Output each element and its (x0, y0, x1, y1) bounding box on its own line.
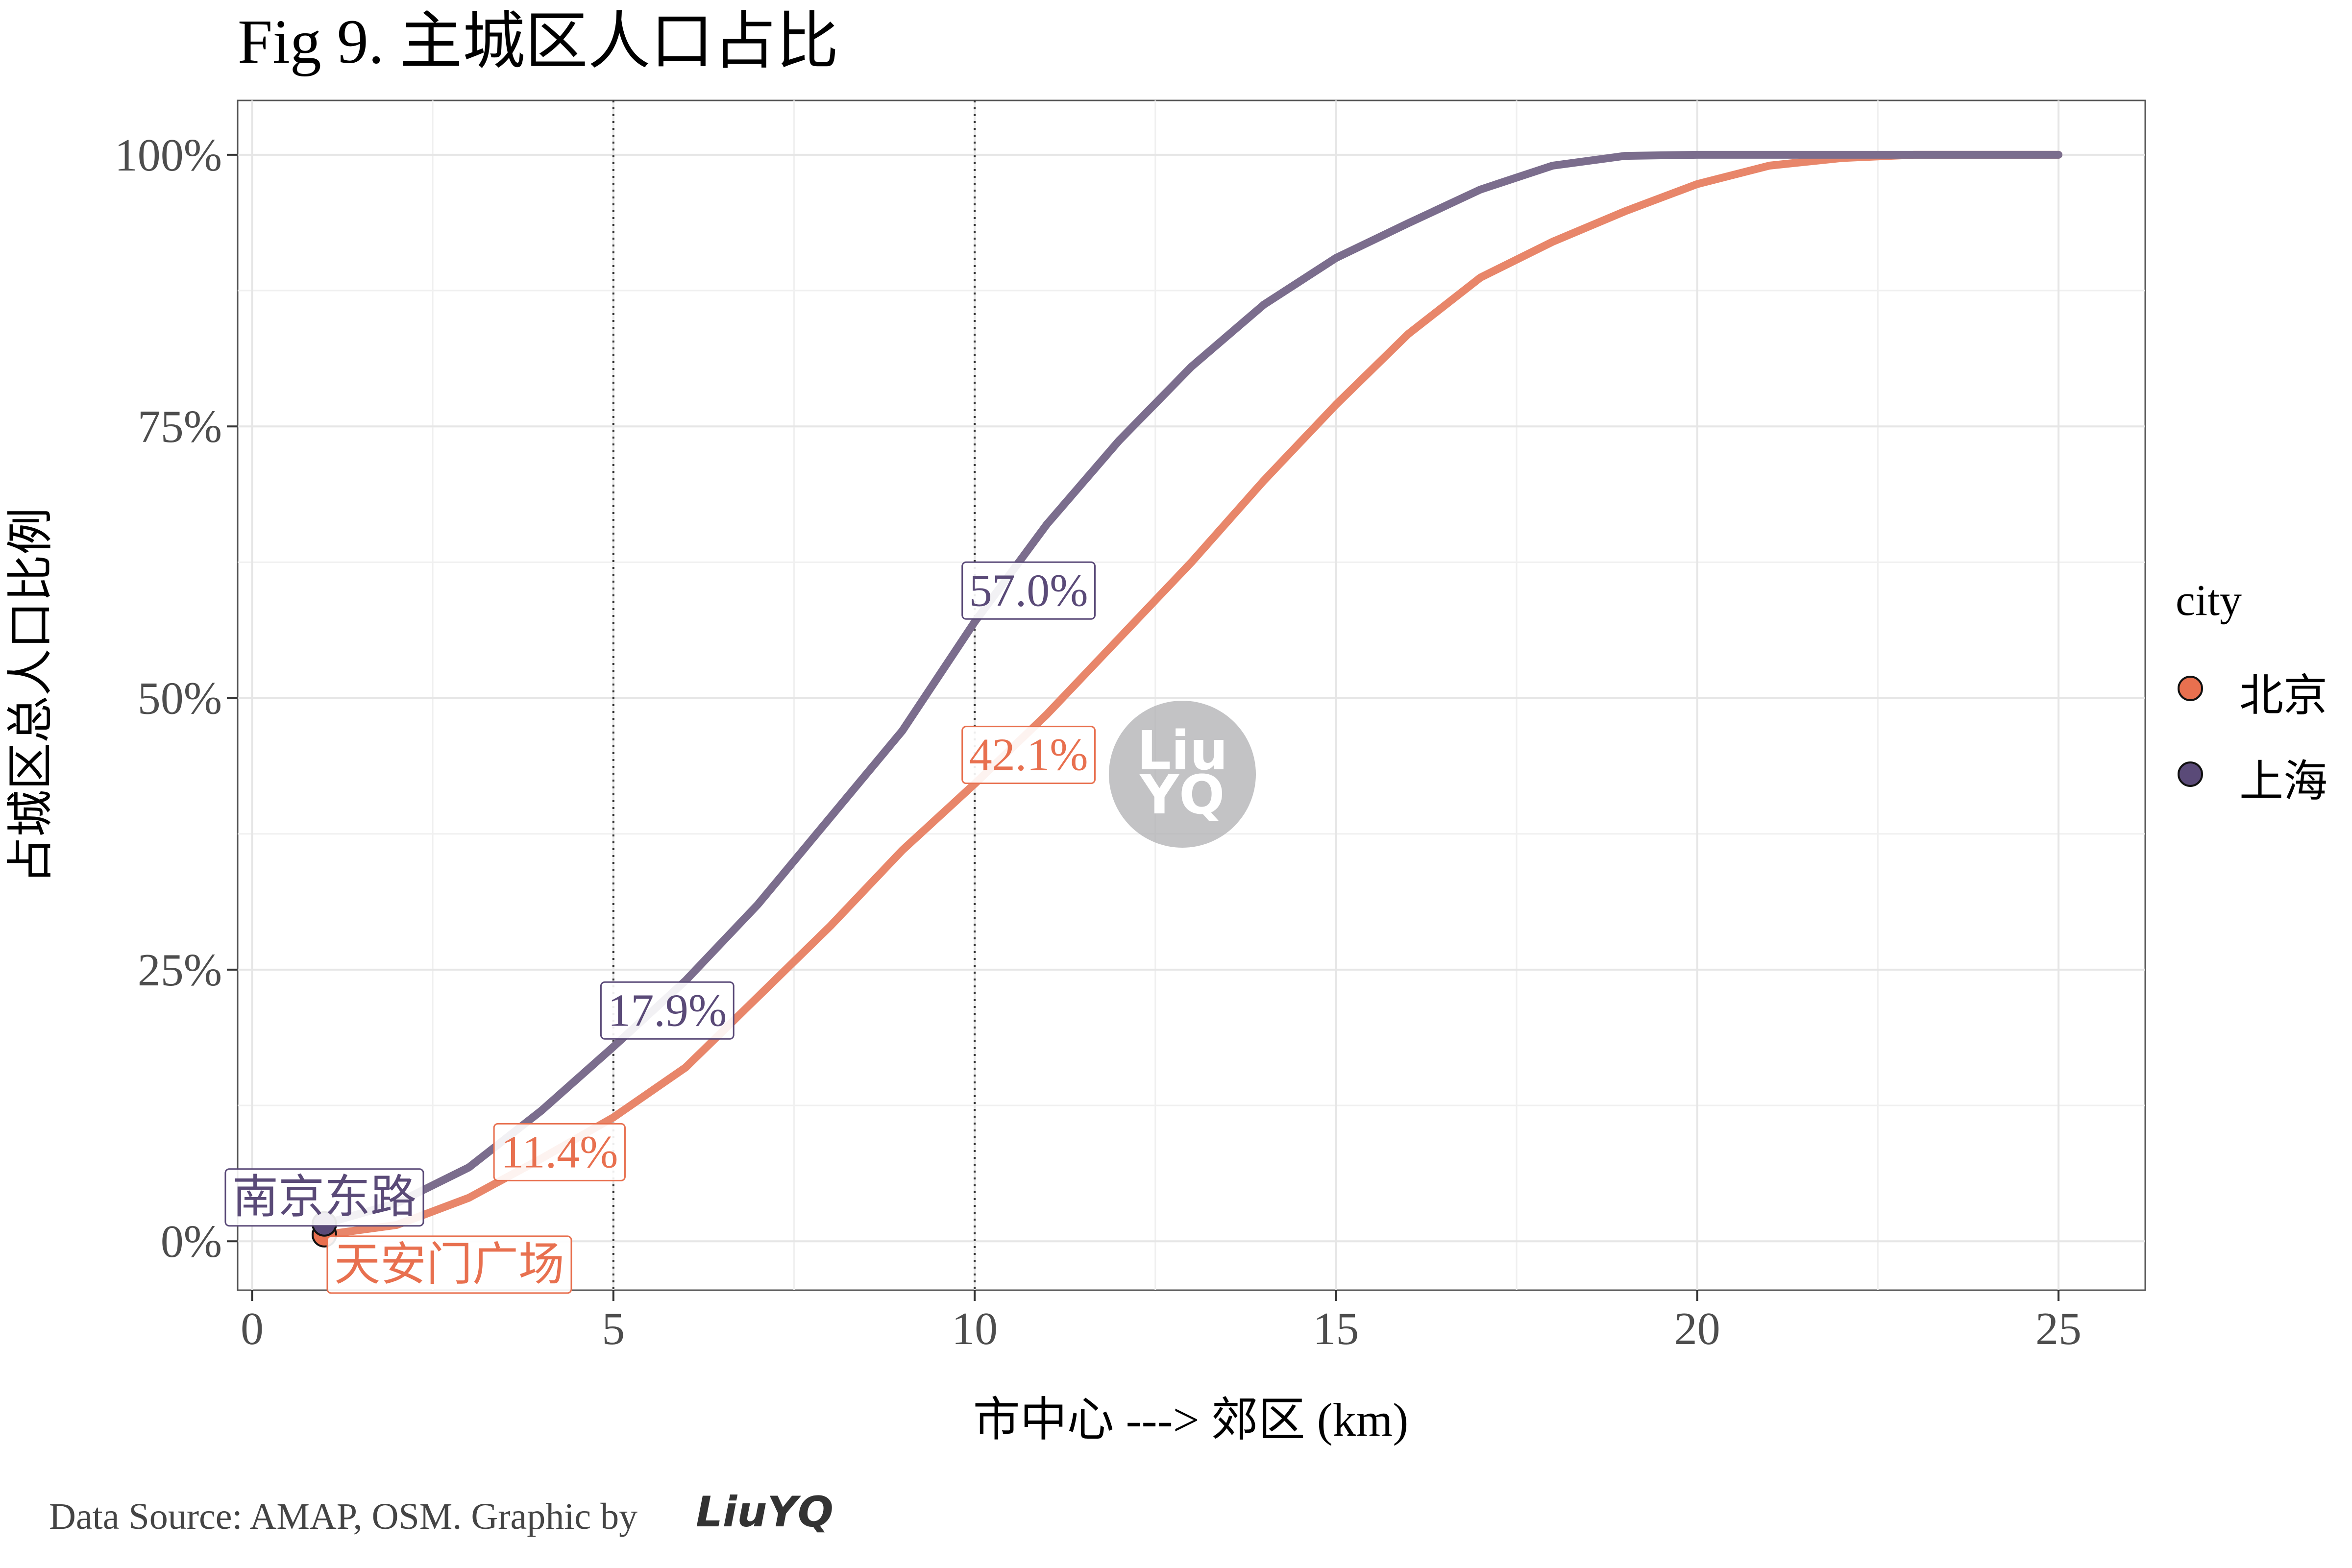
annotation-text: 南京东路 (232, 1172, 416, 1223)
x-tick-label: 20 (1674, 1303, 1720, 1354)
legend-marker (2178, 761, 2203, 787)
annotation-text: 天安门广场 (334, 1239, 564, 1290)
annotation-box (326, 1235, 572, 1294)
watermark-logo: Liu YQ (1109, 701, 1256, 848)
caption-logo: LiuYQ (696, 1488, 833, 1537)
caption-text: Data Source: AMAP, OSM. Graphic by (49, 1496, 637, 1537)
annotation-box (493, 1123, 626, 1181)
x-tick-label: 25 (2035, 1303, 2082, 1354)
watermark-text-bottom: YQ (1139, 763, 1225, 826)
legend-label: 北京 (2239, 672, 2328, 720)
annotation-label: 42.1% (961, 726, 1096, 784)
legend-marker (2178, 676, 2203, 701)
y-tick-label: 100% (115, 130, 222, 181)
x-tick-label: 5 (602, 1303, 625, 1354)
annotation-label: 57.0% (961, 561, 1096, 620)
legend-title: city (2176, 576, 2242, 625)
y-axis-title: 占城区总人口比例 (4, 508, 57, 884)
annotation-box (224, 1168, 424, 1227)
series-line (320, 150, 2062, 1239)
y-tick-label: 75% (138, 401, 222, 452)
caption: Data Source: AMAP, OSM. Graphic by LiuYQ (49, 1488, 833, 1537)
series-line (320, 150, 2062, 1228)
annotation-label: 11.4% (493, 1123, 626, 1181)
x-tick-label: 15 (1313, 1303, 1359, 1354)
annotation-label: 南京东路 (224, 1168, 424, 1227)
y-tick-label: 25% (138, 945, 222, 996)
plot-panel (237, 99, 2146, 1291)
y-tick-label: 0% (161, 1216, 222, 1267)
annotation-box (961, 561, 1096, 620)
annotation-text: 11.4% (501, 1127, 618, 1177)
y-axis: 0% 25% 50% 75% 100% (115, 130, 238, 1267)
watermark-text-top: Liu (1137, 719, 1228, 782)
annotation-text: 57.0% (969, 565, 1088, 616)
annotation-label: 17.9% (600, 981, 735, 1040)
annotation-box (961, 726, 1096, 784)
minor-grid (238, 100, 2145, 1290)
y-tick-label: 50% (138, 673, 222, 724)
x-axis-title: 市中心 ---> 郊区 (km) (973, 1394, 1409, 1446)
x-tick-label: 0 (241, 1303, 264, 1354)
series-lines (320, 150, 2062, 1239)
x-tick-label: 10 (952, 1303, 998, 1354)
annotation-text: 17.9% (608, 985, 727, 1036)
annotation-label: 天安门广场 (326, 1235, 572, 1294)
annotation-text: 42.1% (969, 730, 1088, 781)
x-axis: 0 5 10 15 20 25 (241, 1290, 2082, 1354)
chart-title: Fig 9. 主城区人口占比 (238, 7, 839, 76)
legend-label: 上海 (2239, 758, 2328, 806)
annotation-box (600, 981, 735, 1040)
